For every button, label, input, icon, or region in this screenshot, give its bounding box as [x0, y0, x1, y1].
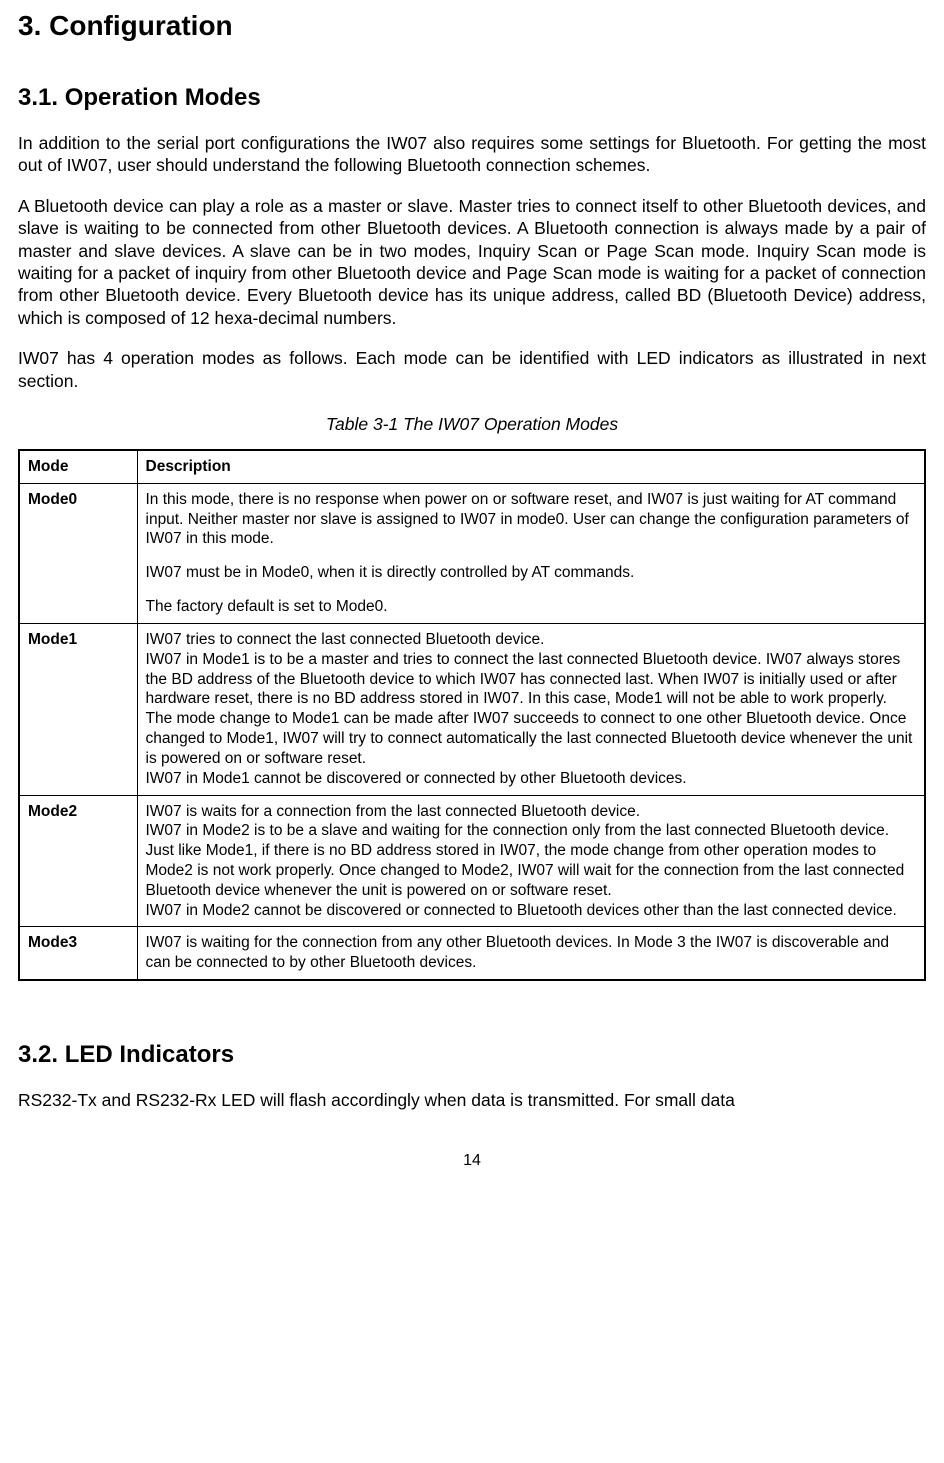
table-row: Mode3IW07 is waiting for the connection … — [19, 927, 925, 980]
table-header-mode: Mode — [19, 450, 137, 483]
paragraph: IW07 has 4 operation modes as follows. E… — [18, 347, 926, 392]
mode-cell: Mode2 — [19, 795, 137, 927]
description-paragraph: IW07 is waits for a connection from the … — [146, 802, 917, 921]
description-paragraph: IW07 must be in Mode0, when it is direct… — [146, 563, 917, 583]
page-number: 14 — [18, 1152, 926, 1170]
paragraph: A Bluetooth device can play a role as a … — [18, 195, 926, 329]
table-row: Mode1IW07 tries to connect the last conn… — [19, 623, 925, 795]
table-row: Mode2IW07 is waits for a connection from… — [19, 795, 925, 927]
operation-modes-table: Mode Description Mode0In this mode, ther… — [18, 449, 926, 981]
mode-cell: Mode3 — [19, 927, 137, 980]
table-caption: Table 3-1 The IW07 Operation Modes — [18, 414, 926, 435]
subsection-heading-1: 3.1. Operation Modes — [18, 84, 926, 112]
table-row: Mode0In this mode, there is no response … — [19, 483, 925, 623]
paragraph: In addition to the serial port configura… — [18, 132, 926, 177]
description-cell: In this mode, there is no response when … — [137, 483, 925, 623]
section-heading: 3. Configuration — [18, 10, 926, 42]
description-paragraph: The factory default is set to Mode0. — [146, 597, 917, 617]
description-cell: IW07 is waits for a connection from the … — [137, 795, 925, 927]
description-paragraph: In this mode, there is no response when … — [146, 490, 917, 549]
table-header-row: Mode Description — [19, 450, 925, 483]
mode-cell: Mode0 — [19, 483, 137, 623]
paragraph: RS232-Tx and RS232-Rx LED will flash acc… — [18, 1089, 926, 1111]
table-header-description: Description — [137, 450, 925, 483]
description-paragraph: IW07 tries to connect the last connected… — [146, 630, 917, 789]
description-paragraph: IW07 is waiting for the connection from … — [146, 933, 917, 973]
mode-cell: Mode1 — [19, 623, 137, 795]
description-cell: IW07 tries to connect the last connected… — [137, 623, 925, 795]
subsection-heading-2: 3.2. LED Indicators — [18, 1041, 926, 1069]
description-cell: IW07 is waiting for the connection from … — [137, 927, 925, 980]
